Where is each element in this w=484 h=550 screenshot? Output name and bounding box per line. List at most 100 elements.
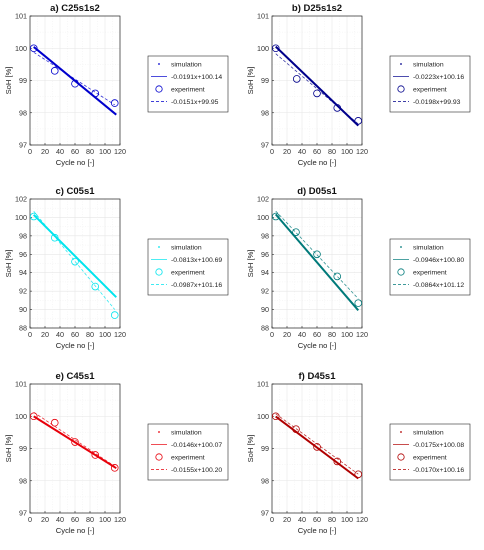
experiment-point	[71, 438, 79, 446]
y-tick-label: 97	[261, 141, 269, 150]
y-tick-label: 100	[15, 44, 27, 53]
y-axis-label: SoH [%]	[246, 435, 255, 463]
y-tick-label: 90	[261, 305, 269, 314]
y-tick-label: 90	[19, 305, 27, 314]
y-tick-label: 97	[19, 141, 27, 150]
experiment-point	[110, 99, 119, 107]
legend-marker-experiment	[155, 453, 163, 461]
legend-label: -0.0987x+101.16	[171, 282, 222, 289]
y-axis-label: SoH [%]	[4, 250, 13, 278]
x-tick-label: 20	[41, 515, 49, 524]
experiment-point	[292, 75, 301, 83]
y-tick-label: 100	[15, 412, 27, 421]
legend-marker-experiment	[397, 85, 405, 93]
y-tick-label: 92	[19, 287, 27, 296]
experiment-point	[333, 272, 342, 281]
simulation-fit-line	[275, 214, 359, 311]
experiment-fit-line	[275, 210, 359, 299]
x-tick-label: 60	[313, 147, 321, 156]
x-tick-label: 100	[99, 515, 111, 524]
experiment-point	[50, 67, 59, 75]
legend-label: simulation	[171, 429, 202, 436]
x-tick-label: 80	[86, 330, 94, 339]
experiment-point	[50, 418, 59, 427]
x-tick-label: 40	[298, 330, 306, 339]
y-tick-label: 97	[19, 509, 27, 518]
experiment-point	[333, 457, 342, 466]
legend-label: simulation	[413, 61, 444, 68]
x-tick-label: 0	[28, 515, 32, 524]
x-tick-label: 120	[356, 147, 368, 156]
x-tick-label: 20	[41, 147, 49, 156]
experiment-point	[91, 282, 100, 291]
x-axis-label: Cycle no [-]	[56, 158, 94, 167]
x-tick-label: 100	[99, 330, 111, 339]
experiment-point	[110, 311, 119, 319]
y-axis-label: SoH [%]	[4, 67, 13, 95]
y-axis-label: SoH [%]	[4, 435, 13, 463]
x-tick-label: 100	[341, 147, 353, 156]
x-tick-label: 80	[328, 147, 336, 156]
y-tick-label: 96	[261, 250, 269, 259]
x-tick-label: 0	[28, 330, 32, 339]
legend-label: experiment	[413, 269, 447, 276]
y-tick-label: 100	[257, 44, 269, 53]
legend-marker-simulation	[400, 63, 402, 65]
legend-box	[389, 238, 471, 296]
x-tick-label: 80	[328, 515, 336, 524]
experiment-point	[354, 470, 363, 479]
y-tick-label: 88	[261, 324, 269, 333]
x-tick-label: 60	[71, 330, 79, 339]
x-tick-label: 0	[28, 147, 32, 156]
legend-label: experiment	[171, 269, 205, 276]
experiment-point	[91, 89, 100, 98]
experiment-fit-line	[275, 413, 359, 475]
legend-label: -0.0223x+100.16	[413, 74, 464, 81]
x-tick-label: 20	[283, 147, 291, 156]
y-tick-label: 102	[257, 195, 269, 204]
y-tick-label: 100	[257, 213, 269, 222]
y-tick-label: 98	[261, 231, 269, 240]
x-tick-label: 60	[313, 515, 321, 524]
legend-label: simulation	[171, 244, 202, 251]
legend-label: -0.0146x+100.07	[171, 442, 222, 449]
legend-marker-simulation	[158, 431, 160, 433]
legend-label: -0.0175x+100.08	[413, 442, 464, 449]
x-tick-label: 120	[356, 330, 368, 339]
x-tick-label: 120	[114, 147, 126, 156]
chart-title: c) C05s1	[55, 186, 95, 197]
legend-marker-experiment	[397, 453, 405, 461]
y-tick-label: 98	[19, 476, 27, 485]
x-tick-label: 20	[283, 330, 291, 339]
legend-label: -0.0151x+99.95	[171, 99, 219, 106]
legend-label: experiment	[413, 86, 447, 93]
x-tick-label: 80	[86, 515, 94, 524]
simulation-fit-line	[33, 416, 117, 469]
y-tick-label: 101	[15, 12, 27, 21]
y-tick-label: 101	[257, 12, 269, 21]
x-axis-label: Cycle no [-]	[298, 341, 336, 350]
x-tick-label: 0	[270, 147, 274, 156]
x-tick-label: 100	[341, 330, 353, 339]
legend-label: -0.0198x+99.93	[413, 99, 461, 106]
legend-label: -0.0864x+101.12	[413, 282, 464, 289]
y-tick-label: 94	[261, 268, 269, 277]
experiment-point	[71, 257, 79, 266]
legend-label: -0.0946x+100.80	[413, 257, 464, 264]
x-tick-label: 40	[298, 515, 306, 524]
y-axis-label: SoH [%]	[246, 250, 255, 278]
experiment-point	[292, 228, 300, 236]
legend-label: experiment	[413, 454, 447, 461]
chart-title: b) D25s1s2	[292, 3, 342, 14]
legend-label: experiment	[171, 454, 205, 461]
x-tick-label: 120	[114, 515, 126, 524]
y-tick-label: 96	[19, 250, 27, 259]
legend-label: -0.0191x+100.14	[171, 74, 222, 81]
x-tick-label: 80	[328, 330, 336, 339]
experiment-point	[29, 44, 38, 53]
experiment-point	[91, 451, 100, 459]
legend-box	[147, 238, 229, 296]
x-tick-label: 60	[313, 330, 321, 339]
